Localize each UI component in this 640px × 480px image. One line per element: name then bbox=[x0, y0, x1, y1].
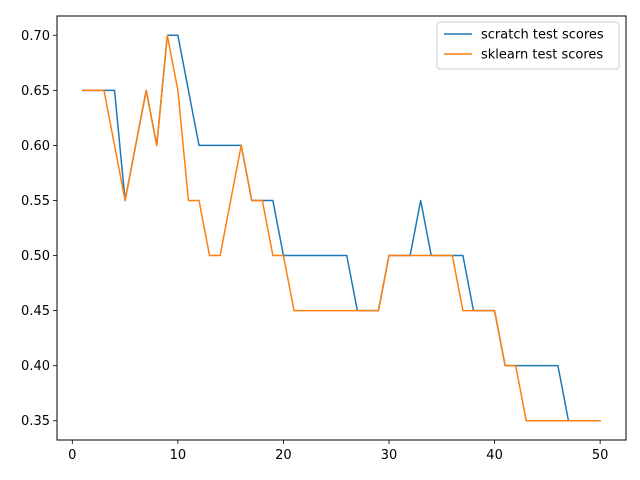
x-tick-label: 30 bbox=[381, 448, 398, 463]
y-axis: 0.35 0.40 0.45 0.50 0.55 0.60 0.65 0.70 bbox=[21, 29, 57, 429]
y-tick-label: 0.65 bbox=[21, 84, 50, 99]
legend-box bbox=[436, 21, 620, 70]
x-axis: 0 10 20 30 40 50 bbox=[68, 440, 608, 463]
x-tick-label: 40 bbox=[486, 448, 503, 463]
series-line-1 bbox=[82, 34, 601, 422]
plot-area bbox=[57, 16, 626, 440]
legend: scratch test scores sklearn test scores bbox=[436, 21, 620, 70]
x-tick-label: 0 bbox=[68, 448, 76, 463]
x-tick-label: 20 bbox=[275, 448, 292, 463]
y-tick-label: 0.55 bbox=[21, 194, 50, 209]
y-tick-label: 0.70 bbox=[21, 29, 50, 44]
y-tick-label: 0.35 bbox=[21, 414, 50, 429]
y-tick-label: 0.45 bbox=[21, 304, 50, 319]
y-tick-label: 0.40 bbox=[21, 359, 50, 374]
legend-label-sklearn: sklearn test scores bbox=[481, 48, 603, 63]
y-tick-label: 0.60 bbox=[21, 139, 50, 154]
x-tick-label: 50 bbox=[592, 448, 609, 463]
plot-frame bbox=[56, 15, 627, 441]
legend-label-scratch: scratch test scores bbox=[481, 28, 604, 43]
y-tick-label: 0.50 bbox=[21, 249, 50, 264]
series-layer bbox=[82, 34, 601, 422]
x-tick-label: 10 bbox=[170, 448, 187, 463]
